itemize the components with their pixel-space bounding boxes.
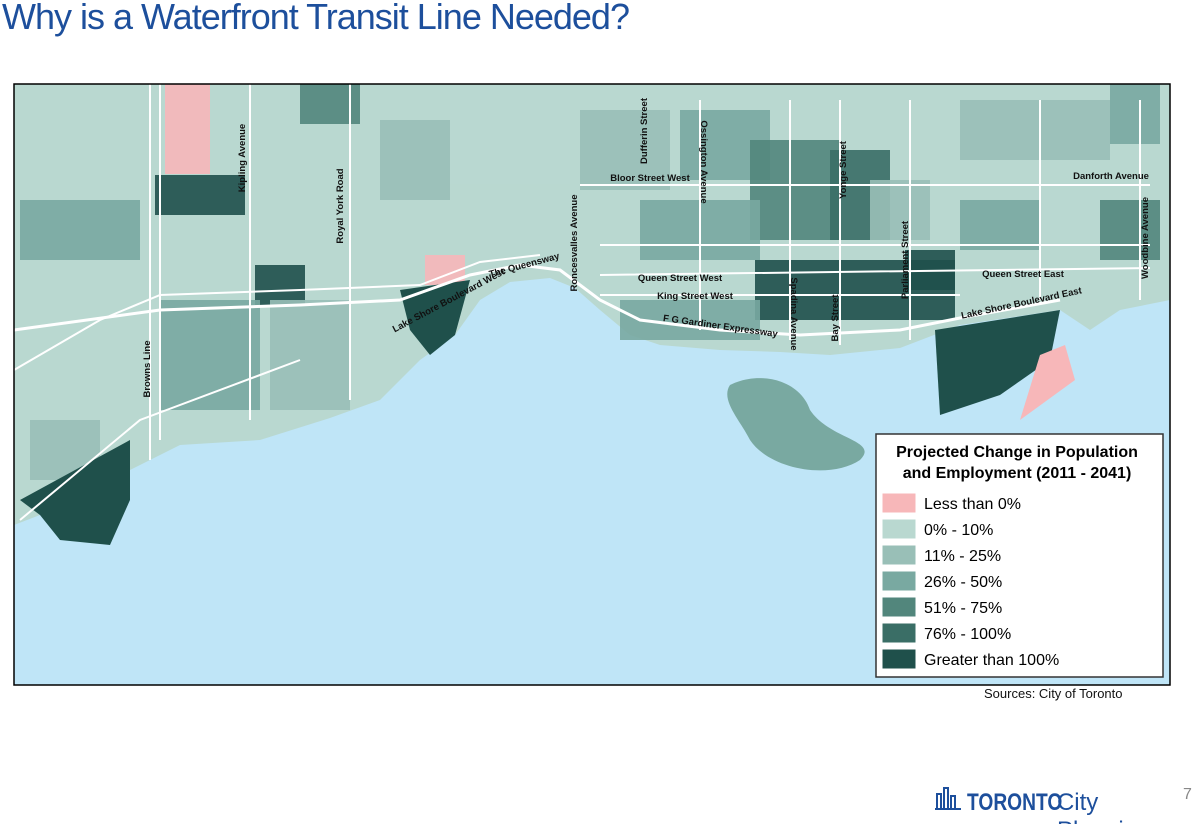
zone bbox=[870, 180, 930, 240]
street-label: Yonge Street bbox=[838, 140, 849, 199]
zone bbox=[20, 440, 130, 545]
street-label: Spadina Avenue bbox=[788, 277, 799, 350]
page-number: 7 bbox=[1183, 786, 1192, 803]
legend-label: Less than 0% bbox=[924, 496, 1021, 513]
legend-label: 11% - 25% bbox=[924, 548, 1001, 565]
legend-label: Greater than 100% bbox=[924, 652, 1059, 669]
legend-label: 76% - 100% bbox=[924, 626, 1011, 643]
zone bbox=[380, 120, 450, 200]
street-label: Roncesvalles Avenue bbox=[569, 195, 580, 292]
zone bbox=[960, 200, 1040, 250]
street-label: Dufferin Street bbox=[639, 97, 650, 164]
street-label: Kipling Avenue bbox=[237, 124, 248, 192]
street-label: Parliament Street bbox=[900, 220, 911, 299]
legend-swatch bbox=[881, 596, 917, 618]
street-label: Queen Street West bbox=[638, 273, 723, 284]
legend-swatch bbox=[881, 518, 917, 540]
port-lands bbox=[935, 310, 1060, 415]
street-label: Royal York Road bbox=[335, 168, 346, 243]
legend-swatch bbox=[881, 570, 917, 592]
roads bbox=[13, 84, 1151, 521]
street-label: Queen Street East bbox=[982, 269, 1065, 280]
zone bbox=[1100, 200, 1160, 260]
street-label: Browns Line bbox=[142, 340, 153, 397]
port-pink bbox=[1020, 345, 1075, 420]
legend-swatch bbox=[881, 492, 917, 514]
street-label: King Street West bbox=[657, 291, 734, 302]
toronto-islands bbox=[727, 378, 865, 471]
legend-box bbox=[875, 433, 1164, 678]
zone bbox=[270, 300, 350, 410]
source-note: Sources: City of Toronto bbox=[984, 686, 1123, 701]
legend-label: 51% - 75% bbox=[924, 600, 1002, 617]
street-label: Danforth Avenue bbox=[1073, 171, 1149, 182]
logo: TORONTO City Planning bbox=[935, 786, 1198, 824]
map-frame bbox=[13, 83, 1171, 686]
zone bbox=[580, 110, 670, 190]
legend-label: 0% - 10% bbox=[924, 522, 993, 539]
legend-title: and Employment (2011 - 2041) bbox=[903, 465, 1132, 482]
legend: Projected Change in Population and Employ… bbox=[875, 433, 1164, 678]
logo-brand: TORONTO bbox=[966, 789, 1063, 816]
zone bbox=[160, 300, 260, 410]
legend-label: 26% - 50% bbox=[924, 574, 1002, 591]
zone bbox=[400, 280, 470, 355]
legend-swatch bbox=[881, 648, 917, 670]
zone bbox=[20, 200, 140, 260]
street-label: Woodbine Avenue bbox=[1140, 197, 1151, 279]
zone bbox=[255, 265, 305, 305]
logo-unit: City Planning bbox=[1056, 789, 1150, 824]
logo-icon bbox=[935, 787, 961, 810]
zone bbox=[165, 84, 210, 174]
street-label: Bloor Street West bbox=[610, 173, 690, 184]
zone bbox=[960, 100, 1110, 160]
zone bbox=[155, 175, 245, 215]
street-label: Bay Street bbox=[830, 294, 841, 342]
legend-swatch bbox=[881, 544, 917, 566]
zone bbox=[450, 84, 570, 184]
street-label: Ossington Avenue bbox=[698, 120, 709, 203]
slide-title: Why is a Waterfront Transit Line Needed? bbox=[2, 0, 630, 37]
legend-swatch bbox=[881, 622, 917, 644]
legend-title: Projected Change in Population bbox=[896, 444, 1138, 461]
zone bbox=[1110, 84, 1160, 144]
zone bbox=[750, 140, 840, 240]
